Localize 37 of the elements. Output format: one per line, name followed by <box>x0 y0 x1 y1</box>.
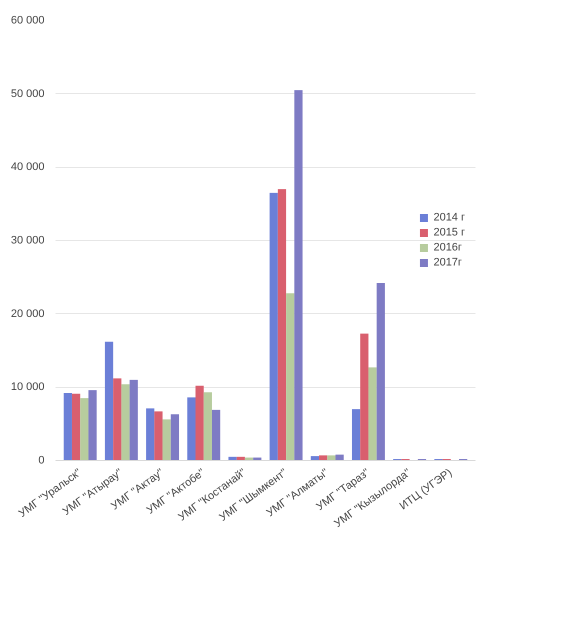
bar <box>121 384 130 460</box>
bar <box>319 455 328 460</box>
bar <box>212 410 220 460</box>
bar <box>294 90 303 460</box>
bar <box>104 342 114 460</box>
bar <box>170 414 180 460</box>
y-tick-label: 60 000 <box>10 14 45 26</box>
bar <box>376 283 385 460</box>
y-tick-label: 50 000 <box>10 88 45 100</box>
bar <box>204 392 212 460</box>
bar <box>146 408 154 460</box>
legend-label: 2017г <box>433 256 462 268</box>
y-tick-label: 40 000 <box>10 161 45 174</box>
legend-label: 2014 г <box>433 212 465 224</box>
bar <box>187 397 196 460</box>
bar <box>278 189 286 460</box>
y-tick-label: 20 000 <box>10 308 45 320</box>
bar <box>336 454 344 460</box>
bar <box>286 293 294 460</box>
bar <box>72 394 80 460</box>
y-tick-label: 30 000 <box>10 234 45 246</box>
bar <box>64 393 72 460</box>
y-tick-label: 10 000 <box>10 381 45 394</box>
bar <box>154 411 163 460</box>
legend-label: 2016г <box>433 242 462 254</box>
legend-label: 2015 г <box>433 226 465 238</box>
bar <box>130 380 138 460</box>
bar <box>360 334 368 460</box>
bar <box>88 390 97 460</box>
bar <box>162 419 171 460</box>
bar <box>113 378 122 460</box>
y-tick-label: 0 <box>38 454 45 466</box>
bar <box>368 367 377 460</box>
bar <box>270 192 278 460</box>
bar <box>80 398 88 460</box>
bar <box>196 386 204 460</box>
bar <box>352 409 360 460</box>
